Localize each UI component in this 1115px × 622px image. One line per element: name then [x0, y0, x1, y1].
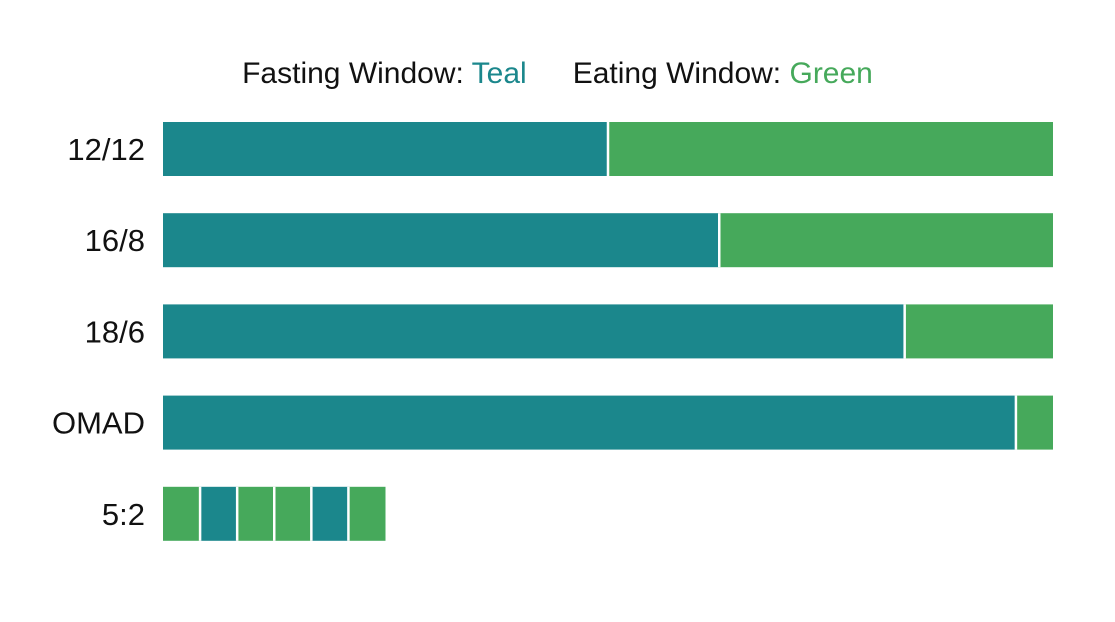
segment-divider-omad-0	[1014, 395, 1018, 450]
legend-fasting: Fasting Window: Teal	[242, 57, 527, 91]
bar-segment-eating-5-2-3	[274, 486, 312, 541]
bar-segment-eating-5-2-0	[163, 486, 201, 541]
legend-eating-color-word: Green	[789, 57, 873, 90]
bar-segment-eating-5-2-5	[348, 486, 386, 541]
segment-divider-5-2-1	[235, 486, 239, 541]
bar-segment-eating-5-2-2	[237, 486, 275, 541]
bar-segment-fasting-omad-0	[163, 395, 1016, 450]
chart-legend: Fasting Window: Teal Eating Window: Gree…	[0, 52, 1115, 96]
legend-eating: Eating Window: Green	[573, 57, 873, 91]
row-label-16-8: 16/8	[85, 223, 145, 258]
bar-row-12-12: 12/12	[67, 122, 1053, 176]
row-label-12-12: 12/12	[67, 132, 145, 167]
bar-row-omad: OMAD	[52, 395, 1053, 450]
bar-segment-fasting-5-2-4	[311, 486, 349, 541]
legend-eating-label: Eating Window:	[572, 57, 790, 90]
bar-row-5-2: 5:2	[102, 486, 386, 541]
segment-divider-18-6-0	[903, 304, 906, 359]
bar-segment-fasting-5-2-1	[200, 486, 238, 541]
segment-divider-5-2-3	[310, 486, 313, 541]
segment-divider-5-2-0	[198, 486, 202, 541]
row-label-18-6: 18/6	[85, 314, 145, 349]
bar-segment-fasting-18-6-0	[163, 304, 905, 359]
segment-divider-12-12-0	[606, 122, 610, 176]
legend-fasting-color-word: Teal	[471, 57, 527, 90]
segment-divider-5-2-2	[273, 486, 276, 541]
bar-segment-eating-omad-1	[1015, 395, 1053, 450]
segment-divider-16-8-0	[718, 213, 721, 268]
bar-segment-fasting-16-8-0	[163, 213, 720, 268]
bar-segment-fasting-12-12-0	[163, 122, 608, 176]
segment-divider-5-2-4	[347, 486, 350, 541]
bar-segment-eating-16-8-1	[719, 213, 1053, 268]
bar-segment-eating-12-12-1	[608, 122, 1053, 176]
row-label-omad: OMAD	[52, 406, 145, 441]
bar-row-16-8: 16/8	[85, 213, 1053, 268]
bar-segment-eating-18-6-1	[904, 304, 1053, 359]
legend-fasting-label: Fasting Window:	[242, 57, 472, 90]
row-label-5-2: 5:2	[102, 497, 145, 532]
bar-row-18-6: 18/6	[85, 304, 1053, 359]
